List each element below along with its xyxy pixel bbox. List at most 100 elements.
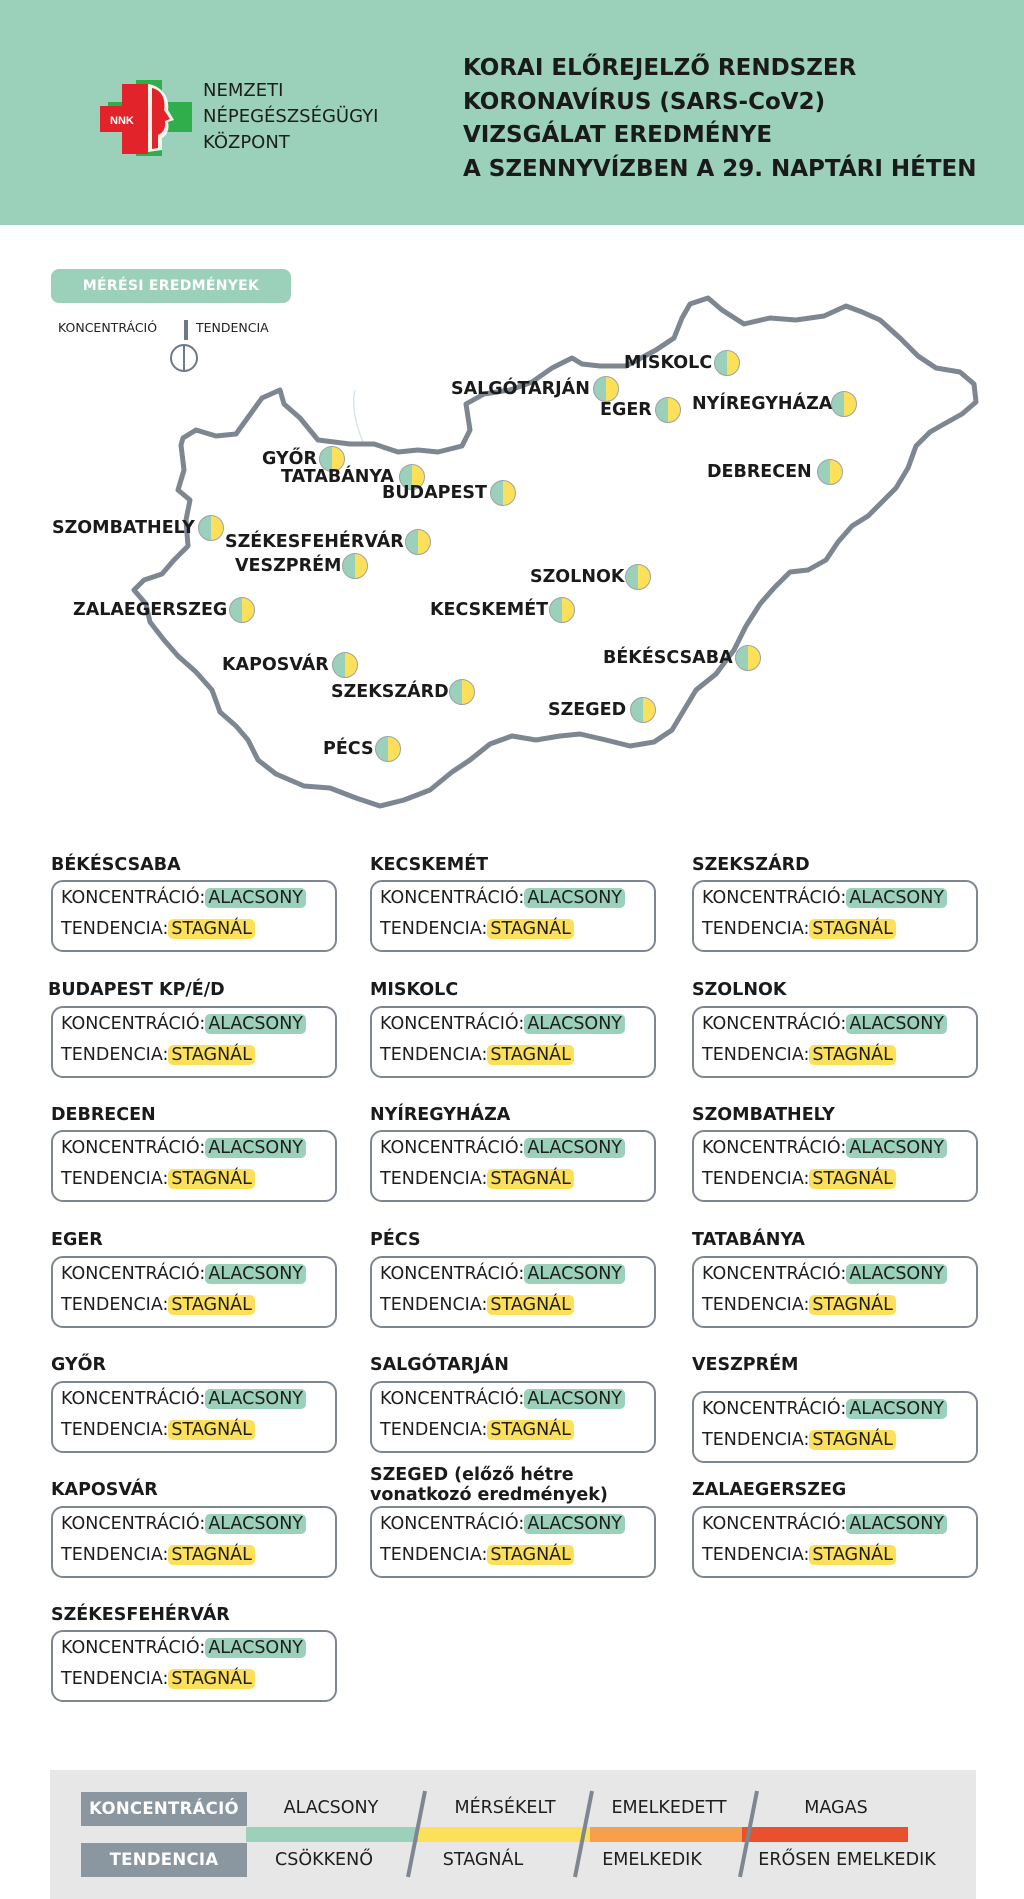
city-status-icon [714,350,740,376]
city-status-icon [625,564,651,590]
concentration-label: KONCENTRÁCIÓ: [702,1514,847,1534]
concentration-row: KONCENTRÁCIÓ: ALACSONY [380,1138,625,1158]
trend-label: TENDENCIA: [61,1545,169,1565]
concentration-label: KONCENTRÁCIÓ: [702,1399,847,1419]
concentration-row: KONCENTRÁCIÓ: ALACSONY [702,888,947,908]
city-label: SZOMBATHELY [52,518,195,538]
color-bar-elevated [590,1827,742,1842]
card-title: MISKOLC [370,980,459,1000]
trend-row: TENDENCIA: STAGNÁL [380,919,574,939]
trend-label: TENDENCIA: [61,1169,169,1189]
city-status-icon [817,459,843,485]
city-label: PÉCS [323,739,374,759]
trend-row: TENDENCIA: STAGNÁL [61,1669,255,1689]
trend-row: TENDENCIA: STAGNÁL [702,1545,896,1565]
concentration-row: KONCENTRÁCIÓ: ALACSONY [702,1514,947,1534]
city-label: VESZPRÉM [235,556,342,576]
result-card: KONCENTRÁCIÓ: ALACSONY TENDENCIA: STAGNÁL [692,1506,978,1578]
trend-row: TENDENCIA: STAGNÁL [61,919,255,939]
card-title: NYÍREGYHÁZA [370,1105,511,1125]
org-line: NEMZETI [203,80,284,101]
result-card: KONCENTRÁCIÓ: ALACSONY TENDENCIA: STAGNÁL [51,1381,337,1453]
concentration-row: KONCENTRÁCIÓ: ALACSONY [380,1514,625,1534]
color-bar-moderate [418,1827,590,1842]
city-status-icon [735,645,761,671]
trend-value: STAGNÁL [809,1295,896,1315]
header-banner: NNK NEMZETI NÉPEGÉSZSÉGÜGYI KÖZPONT KORA… [0,0,1024,225]
trend-value: STAGNÁL [809,1430,896,1450]
result-card: KONCENTRÁCIÓ: ALACSONY TENDENCIA: STAGNÁL [370,1381,656,1453]
result-card: KONCENTRÁCIÓ: ALACSONY TENDENCIA: STAGNÁL [692,1256,978,1328]
concentration-value: ALACSONY [205,1638,306,1658]
city-status-icon [449,679,475,705]
concentration-value: ALACSONY [846,888,947,908]
city-status-icon [405,529,431,555]
city-label: SZEGED [548,700,627,720]
city-label: SZEKSZÁRD [331,682,449,702]
legend-concentration-label: KONCENTRÁCIÓ [81,1792,247,1826]
trend-value: STAGNÁL [487,919,574,939]
org-line: KÖZPONT [203,132,290,153]
concentration-label: KONCENTRÁCIÓ: [380,1014,525,1034]
result-card: KONCENTRÁCIÓ: ALACSONY TENDENCIA: STAGNÁL [692,1006,978,1078]
concentration-row: KONCENTRÁCIÓ: ALACSONY [61,1014,306,1034]
trend-row: TENDENCIA: STAGNÁL [380,1545,574,1565]
trend-label: TENDENCIA: [61,1295,169,1315]
city-status-icon [375,736,401,762]
card-title-line: SZEGED (előző hétre [370,1465,574,1485]
trend-label: TENDENCIA: [702,1045,810,1065]
concentration-label: KONCENTRÁCIÓ: [702,1138,847,1158]
concentration-row: KONCENTRÁCIÓ: ALACSONY [61,1138,306,1158]
trend-value: STAGNÁL [809,1169,896,1189]
city-label: KAPOSVÁR [222,655,329,675]
card-title: VESZPRÉM [692,1355,799,1375]
trend-row: TENDENCIA: STAGNÁL [702,1045,896,1065]
concentration-value: ALACSONY [846,1138,947,1158]
city-label: SZÉKESFEHÉRVÁR [225,532,404,552]
city-label: BÉKÉSCSABA [603,648,733,668]
concentration-label: KONCENTRÁCIÓ: [702,888,847,908]
concentration-row: KONCENTRÁCIÓ: ALACSONY [61,1389,306,1409]
key-circle-icon [170,344,198,372]
trend-value: STAGNÁL [809,1545,896,1565]
city-status-icon [342,553,368,579]
result-card: KONCENTRÁCIÓ: ALACSONY TENDENCIA: STAGNÁL [692,880,978,952]
trend-value: STAGNÁL [809,919,896,939]
trend-label: TENDENCIA: [61,1420,169,1440]
concentration-row: KONCENTRÁCIÓ: ALACSONY [61,1638,306,1658]
result-card: KONCENTRÁCIÓ: ALACSONY TENDENCIA: STAGNÁL [370,1006,656,1078]
concentration-value: ALACSONY [524,1014,625,1034]
card-title: BÉKÉSCSABA [51,855,181,875]
trend-value: STAGNÁL [487,1295,574,1315]
concentration-label: KONCENTRÁCIÓ: [61,1389,206,1409]
key-divider [184,320,188,340]
result-card: KONCENTRÁCIÓ: ALACSONY TENDENCIA: STAGNÁL [370,1256,656,1328]
card-title: GYŐR [51,1355,107,1375]
card-title: BUDAPEST KP/É/D [48,980,225,1000]
concentration-value: ALACSONY [205,1264,306,1284]
trend-label: TENDENCIA: [61,1669,169,1689]
trend-label: TENDENCIA: [380,1045,488,1065]
logo-abbr: NNK [110,115,134,127]
city-status-icon [655,397,681,423]
concentration-value: ALACSONY [846,1399,947,1419]
level-elevated: EMELKEDETT [611,1798,727,1818]
concentration-label: KONCENTRÁCIÓ: [702,1014,847,1034]
concentration-value: ALACSONY [205,888,306,908]
trend-row: TENDENCIA: STAGNÁL [380,1169,574,1189]
trend-label: TENDENCIA: [702,1430,810,1450]
concentration-label: KONCENTRÁCIÓ: [380,1138,525,1158]
city-status-icon [399,464,425,490]
city-label: KECSKEMÉT [430,600,549,620]
concentration-value: ALACSONY [846,1514,947,1534]
trend-value: STAGNÁL [168,1295,255,1315]
concentration-value: ALACSONY [205,1138,306,1158]
trend-value: STAGNÁL [487,1545,574,1565]
concentration-label: KONCENTRÁCIÓ: [702,1264,847,1284]
city-label: MISKOLC [624,353,713,373]
card-title-line: vonatkozó eredmények) [370,1485,608,1505]
concentration-row: KONCENTRÁCIÓ: ALACSONY [61,1514,306,1534]
concentration-value: ALACSONY [524,1138,625,1158]
city-status-icon [549,597,575,623]
country-border [131,295,979,809]
